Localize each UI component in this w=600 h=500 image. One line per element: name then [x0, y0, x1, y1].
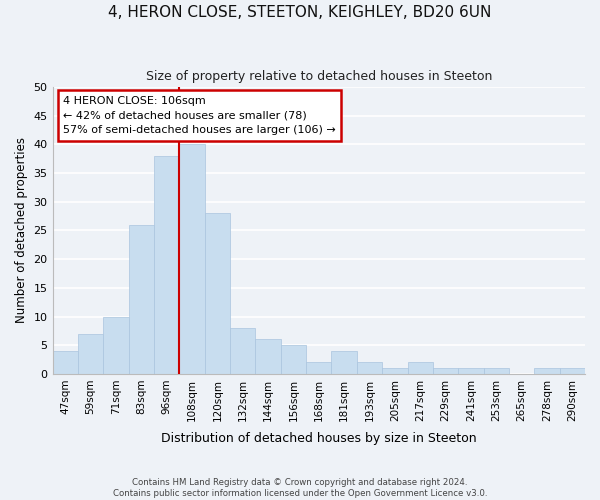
Bar — [534, 368, 560, 374]
Bar — [78, 334, 103, 374]
Bar — [281, 345, 306, 374]
Text: 4, HERON CLOSE, STEETON, KEIGHLEY, BD20 6UN: 4, HERON CLOSE, STEETON, KEIGHLEY, BD20 … — [109, 5, 491, 20]
Text: 4 HERON CLOSE: 106sqm
← 42% of detached houses are smaller (78)
57% of semi-deta: 4 HERON CLOSE: 106sqm ← 42% of detached … — [63, 96, 336, 135]
Bar — [433, 368, 458, 374]
Bar — [331, 351, 357, 374]
Bar — [154, 156, 179, 374]
Bar — [382, 368, 407, 374]
Y-axis label: Number of detached properties: Number of detached properties — [15, 138, 28, 324]
Bar — [357, 362, 382, 374]
Bar — [458, 368, 484, 374]
X-axis label: Distribution of detached houses by size in Steeton: Distribution of detached houses by size … — [161, 432, 476, 445]
Bar — [205, 213, 230, 374]
Title: Size of property relative to detached houses in Steeton: Size of property relative to detached ho… — [146, 70, 492, 83]
Bar — [407, 362, 433, 374]
Bar — [560, 368, 585, 374]
Bar — [484, 368, 509, 374]
Bar — [128, 224, 154, 374]
Bar — [306, 362, 331, 374]
Text: Contains HM Land Registry data © Crown copyright and database right 2024.
Contai: Contains HM Land Registry data © Crown c… — [113, 478, 487, 498]
Bar — [179, 144, 205, 374]
Bar — [53, 351, 78, 374]
Bar — [230, 328, 256, 374]
Bar — [256, 340, 281, 374]
Bar — [103, 316, 128, 374]
